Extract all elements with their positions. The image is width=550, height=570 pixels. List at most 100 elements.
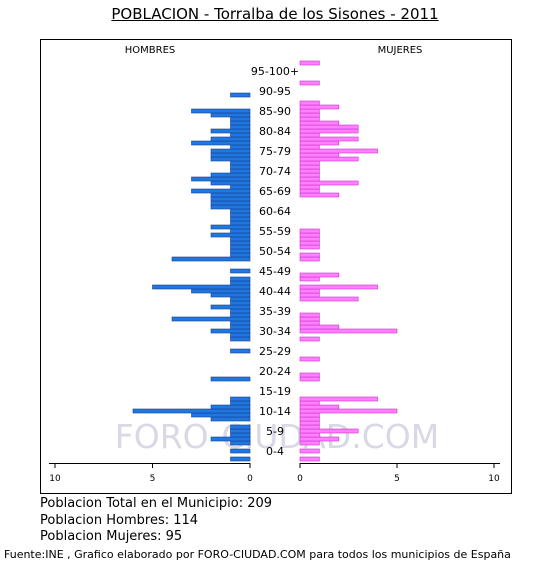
- age-label-30-34: 30-34: [259, 325, 291, 338]
- bar-mujeres-age-33: [299, 324, 340, 330]
- bar-hombres-age-11: [191, 412, 251, 418]
- age-label-0-4: 0-4: [266, 445, 284, 458]
- bar-hombres-age-33: [230, 324, 251, 330]
- bar-hombres-age-77: [210, 148, 251, 154]
- bar-mujeres-age-25: [299, 356, 320, 362]
- bar-hombres-age-57: [230, 228, 251, 234]
- bar-hombres-age-6: [230, 432, 251, 438]
- bar-hombres-age-63: [210, 204, 251, 210]
- bar-hombres-age-27: [230, 348, 251, 354]
- bar-hombres-age-54: [230, 240, 251, 246]
- bar-mujeres-age-53: [299, 244, 320, 250]
- bar-mujeres-age-79: [299, 140, 340, 146]
- bar-hombres-age-44: [230, 280, 251, 286]
- left-panel-label: HOMBRES: [125, 45, 176, 56]
- bar-mujeres-age-70: [299, 176, 320, 182]
- age-label-70-74: 70-74: [259, 165, 291, 178]
- bar-hombres-age-80: [210, 136, 251, 142]
- bar-hombres-age-68: [230, 184, 251, 190]
- hombres-bars: [132, 92, 251, 462]
- age-label-55-59: 55-59: [259, 225, 291, 238]
- bar-hombres-age-59: [230, 220, 251, 226]
- bar-hombres-age-78: [230, 144, 251, 150]
- bar-mujeres-age-73: [299, 164, 320, 170]
- bar-mujeres-age-86: [299, 112, 320, 118]
- bar-mujeres-age-46: [299, 272, 340, 278]
- watermark: FORO-CIUDAD.COM: [115, 417, 439, 456]
- bar-hombres-age-79: [191, 140, 251, 146]
- bar-mujeres-age-30: [299, 336, 320, 342]
- x-axis-ticks: 10 5 0 0 5 10: [49, 463, 500, 484]
- bar-mujeres-age-54: [299, 240, 320, 246]
- bar-hombres-age-66: [210, 192, 251, 198]
- age-label-20-24: 20-24: [259, 365, 291, 378]
- bar-mujeres-age-55: [299, 236, 320, 242]
- bar-mujeres-age-75: [299, 156, 359, 162]
- bar-hombres-age-87: [191, 108, 251, 114]
- population-pyramid: HOMBRES MUJERES FORO-CIUDAD.COM 0-4 5-9 10…: [40, 39, 512, 494]
- bar-hombres-age-2: [230, 448, 251, 454]
- bar-mujeres-age-32: [299, 328, 398, 334]
- bar-mujeres-age-14: [299, 400, 320, 406]
- bar-hombres-age-55: [230, 236, 251, 242]
- right-tick-label-10: 10: [488, 474, 500, 484]
- bar-mujeres-age-66: [299, 192, 340, 198]
- bar-mujeres-age-36: [299, 312, 320, 318]
- bar-hombres-age-5: [210, 436, 251, 442]
- age-label-25-29: 25-29: [259, 345, 291, 358]
- right-tick-label-5: 5: [394, 474, 400, 484]
- bar-mujeres-age-15: [299, 396, 378, 402]
- bar-mujeres-age-21: [299, 372, 320, 378]
- bar-mujeres-age-80: [299, 136, 359, 142]
- bar-hombres-age-85: [230, 116, 251, 122]
- bar-mujeres-age-71: [299, 172, 320, 178]
- bar-hombres-age-70: [191, 176, 251, 182]
- bar-hombres-age-65: [210, 196, 251, 202]
- bar-mujeres-age-4: [299, 440, 320, 446]
- bar-hombres-age-72: [230, 168, 251, 174]
- bar-mujeres-age-89: [299, 100, 320, 106]
- chart-frame: [40, 39, 512, 494]
- bar-mujeres-age-99: [299, 60, 320, 66]
- bar-mujeres-age-88: [299, 104, 340, 110]
- bar-hombres-age-76: [210, 152, 251, 158]
- bar-hombres-age-67: [191, 188, 251, 194]
- bar-mujeres-age-87: [299, 108, 320, 114]
- age-label-95-100-: 95-100+: [251, 65, 299, 78]
- bar-hombres-age-0: [230, 456, 251, 462]
- bar-mujeres-age-20: [299, 376, 320, 382]
- bar-hombres-age-61: [230, 212, 251, 218]
- bar-mujeres-age-5: [299, 436, 340, 442]
- mujeres-bars: [299, 60, 398, 462]
- age-label-15-19: 15-19: [259, 385, 291, 398]
- bar-mujeres-age-34: [299, 320, 320, 326]
- age-label-10-14: 10-14: [259, 405, 291, 418]
- bar-mujeres-age-85: [299, 116, 320, 122]
- bar-mujeres-age-8: [299, 424, 320, 430]
- bar-hombres-age-58: [210, 224, 251, 230]
- bar-mujeres-age-6: [299, 432, 320, 438]
- bar-mujeres-age-74: [299, 160, 320, 166]
- bar-hombres-age-15: [230, 396, 251, 402]
- bar-mujeres-age-9: [299, 420, 320, 426]
- bar-mujeres-age-51: [299, 252, 320, 258]
- bar-hombres-age-45: [230, 276, 251, 282]
- age-label-40-44: 40-44: [259, 285, 291, 298]
- bar-mujeres-age-94: [299, 80, 320, 86]
- bar-mujeres-age-45: [299, 276, 320, 282]
- bar-mujeres-age-82: [299, 128, 359, 134]
- right-tick-label-0: 0: [297, 474, 303, 484]
- age-label-90-95: 90-95: [259, 85, 291, 98]
- bar-hombres-age-47: [230, 268, 251, 274]
- age-label-85-90: 85-90: [259, 105, 291, 118]
- bar-hombres-age-51: [230, 252, 251, 258]
- bar-mujeres-age-77: [299, 148, 378, 154]
- bar-mujeres-age-40: [299, 296, 359, 302]
- bar-hombres-age-41: [210, 292, 251, 298]
- male-population: Poblacion Hombres: 114: [40, 513, 199, 528]
- age-label-50-54: 50-54: [259, 245, 291, 258]
- bar-hombres-age-53: [230, 244, 251, 250]
- bar-mujeres-age-0: [299, 456, 320, 462]
- bar-hombres-age-4: [230, 440, 251, 446]
- source-footer: Fuente:INE , Grafico elaborado por FORO-…: [4, 548, 511, 561]
